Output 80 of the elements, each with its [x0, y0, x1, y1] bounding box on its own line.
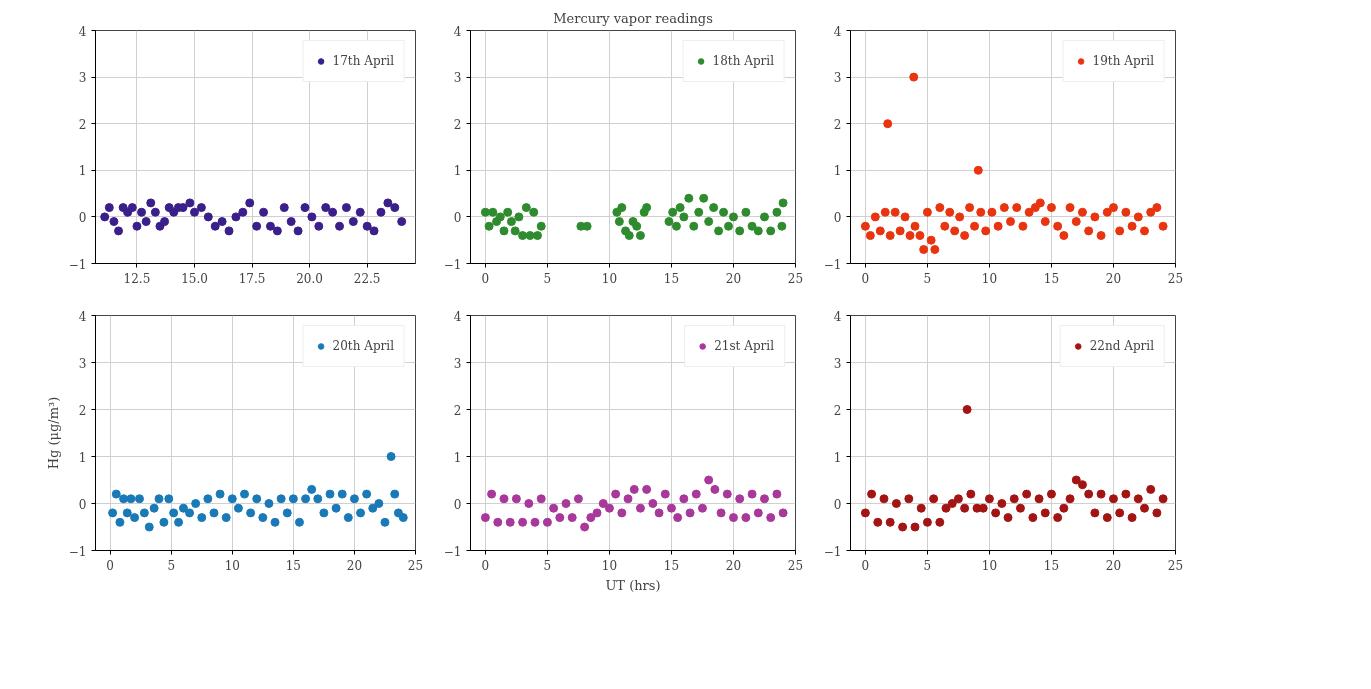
legend-label: 20th April	[332, 339, 394, 353]
x-tick-label: 0	[861, 271, 870, 286]
legend-label: 18th April	[712, 54, 774, 68]
x-tick-label: 10	[601, 271, 618, 286]
y-tick-label: 2	[78, 403, 87, 418]
y-tick-label: 2	[453, 403, 462, 418]
y-tick-label: 1	[833, 164, 842, 179]
y-tick-label: 3	[453, 356, 462, 371]
y-tick-label: 1	[833, 450, 842, 465]
y-tick-label: 4	[833, 309, 842, 324]
y-tick-label: −1	[68, 257, 87, 272]
y-tick-label: 0	[78, 497, 87, 512]
x-tick-label: 22.5	[353, 271, 381, 286]
x-tick-label: 20	[346, 558, 363, 573]
x-tick-label: 0	[481, 558, 490, 573]
legend-label: 19th April	[1092, 54, 1154, 68]
x-tick-label: 25	[407, 558, 424, 573]
x-axis-title: UT (hrs)	[605, 577, 661, 593]
y-tick-label: 3	[833, 356, 842, 371]
legend-label: 22nd April	[1089, 339, 1154, 353]
y-tick-label: −1	[823, 257, 842, 272]
x-tick-label: 0	[106, 558, 114, 573]
legend-label: 21st April	[714, 339, 774, 353]
y-tick-label: 3	[453, 71, 462, 86]
x-tick-label: 15	[663, 271, 680, 286]
y-tick-label: 0	[453, 497, 462, 512]
y-tick-label: 4	[453, 24, 462, 39]
x-tick-label: 5	[543, 558, 552, 573]
x-tick-label: 15	[1043, 271, 1060, 286]
x-tick-label: 25	[1167, 558, 1184, 573]
y-tick-label: 1	[453, 164, 462, 179]
y-tick-label: −1	[823, 544, 842, 559]
y-tick-label: 4	[78, 309, 87, 324]
y-tick-label: 4	[78, 24, 87, 39]
y-tick-label: 0	[453, 210, 462, 225]
chart-title: Mercury vapor readings	[553, 10, 713, 26]
x-tick-label: 20	[725, 558, 742, 573]
x-tick-label: 5	[543, 271, 552, 286]
y-tick-label: 0	[833, 210, 842, 225]
y-tick-label: 2	[78, 117, 87, 132]
x-tick-label: 0	[481, 271, 490, 286]
x-tick-label: 5	[923, 558, 932, 573]
x-tick-label: 10	[601, 558, 618, 573]
x-tick-label: 25	[787, 558, 804, 573]
x-tick-label: 20	[1105, 271, 1122, 286]
x-tick-label: 15	[663, 558, 680, 573]
y-tick-label: 2	[833, 403, 842, 418]
x-tick-label: 25	[787, 271, 804, 286]
y-tick-label: 4	[453, 309, 462, 324]
x-tick-label: 20	[725, 271, 742, 286]
x-tick-label: 12.5	[123, 271, 151, 286]
x-tick-label: 0	[861, 558, 870, 573]
x-tick-label: 15	[285, 558, 302, 573]
x-tick-label: 5	[923, 271, 932, 286]
y-tick-label: −1	[443, 257, 462, 272]
x-tick-label: 15.0	[181, 271, 208, 286]
y-tick-label: 4	[833, 24, 842, 39]
y-axis-title: Hg (μg/m³)	[45, 396, 61, 470]
x-tick-label: 25	[1167, 271, 1184, 286]
y-tick-label: −1	[68, 544, 87, 559]
x-tick-label: 5	[167, 558, 176, 573]
y-tick-label: 0	[833, 497, 842, 512]
y-tick-label: 3	[833, 71, 842, 86]
y-tick-label: 3	[78, 71, 87, 86]
y-tick-label: 2	[833, 117, 842, 132]
x-tick-label: 10	[981, 558, 998, 573]
x-tick-label: 10	[224, 558, 240, 573]
y-tick-label: 3	[78, 356, 87, 371]
y-tick-label: −1	[443, 544, 462, 559]
y-tick-label: 1	[453, 450, 462, 465]
y-tick-label: 1	[78, 450, 87, 465]
y-tick-label: 1	[78, 164, 87, 179]
x-tick-label: 20	[1105, 558, 1122, 573]
x-tick-label: 10	[981, 271, 998, 286]
legend-label: 17th April	[332, 54, 394, 68]
x-tick-label: 15	[1043, 558, 1060, 573]
x-tick-label: 17.5	[238, 271, 266, 286]
y-tick-label: 2	[453, 117, 462, 132]
x-tick-label: 20.0	[296, 271, 323, 286]
y-tick-label: 0	[78, 210, 87, 225]
